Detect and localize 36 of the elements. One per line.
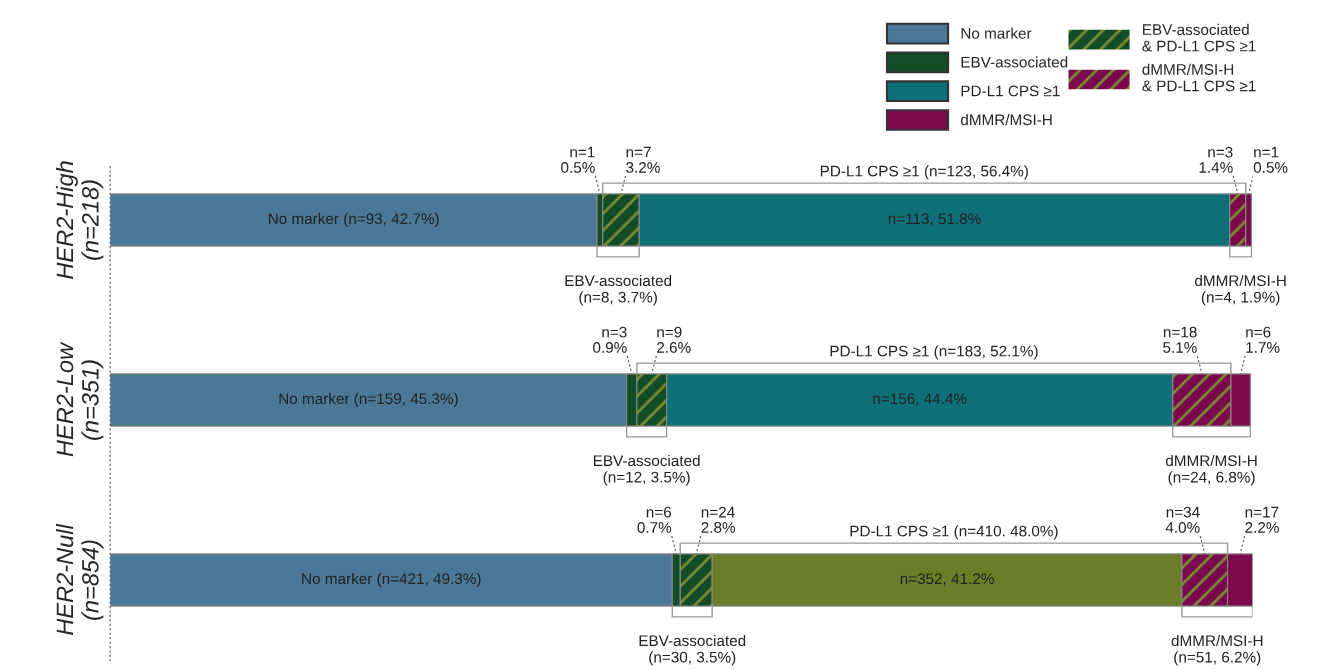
data-label: n=17 2.2% [1245,506,1279,533]
data-label: n=1 0.5% [561,146,595,173]
data-label: n=24 2.8% [701,506,736,533]
data-label: No marker (n=421, 49.3%) [302,572,481,588]
data-label: No marker (n=159, 45.3%) [279,392,458,408]
annotation: EBV-associated (n=12, 3.5%) [593,454,700,486]
data-label: No marker (n=93, 42.7%) [268,212,439,228]
annotation: PD-L1 CPS ≥1 (n=410. 48.0%) [850,525,1058,540]
data-label: n=6 1.7% [1246,326,1280,353]
data-label: n=113, 51.8% [888,213,981,226]
annotation: dMMR/MSI-H (n=51, 6.2%) [1171,634,1263,666]
annotation: dMMR/MSI-H (n=4, 1.9%) [1195,274,1286,306]
data-label: n=7 3.2% [626,146,660,173]
data-label: n=156, 44.4% [873,393,967,406]
data-label: n=3 0.9% [593,326,627,353]
data-label: n=18 5.1% [1163,326,1197,353]
y-tick-label: HER2-Null (n=854) [55,523,104,636]
legend-label: dMMR/MSI-H & PD-L1 CPS ≥1 [1142,63,1256,92]
data-label: n=3 1.4% [1199,146,1233,173]
annotation: dMMR/MSI-H (n=24, 6.8%) [1165,454,1257,486]
y-tick-label: HER2-High (n=218) [55,161,104,279]
data-label: n=1 0.5% [1253,146,1288,173]
annotation: PD-L1 CPS ≥1 (n=123, 56.4%) [820,165,1028,180]
legend-label: No marker [961,27,1032,39]
data-label: n=9 2.6% [657,326,691,353]
data-label: n=34 4.0% [1165,506,1200,533]
annotation: EBV-associated (n=30, 3.5%) [639,634,746,666]
data-label: n=352, 41.2% [900,573,994,586]
legend-label: EBV-associated & PD-L1 CPS ≥1 [1142,23,1256,52]
legend-label: EBV-associated [961,56,1068,68]
data-label: n=6 0.7% [637,506,672,533]
y-tick-label: HER2-Low (n=351) [56,341,104,457]
annotation: PD-L1 CPS ≥1 (n=183, 52.1%) [830,345,1038,360]
legend-label: PD-L1 CPS ≥1 [961,85,1060,97]
legend-label: dMMR/MSI-H [960,113,1052,126]
annotation: EBV-associated (n=8, 3.7%) [565,274,672,306]
